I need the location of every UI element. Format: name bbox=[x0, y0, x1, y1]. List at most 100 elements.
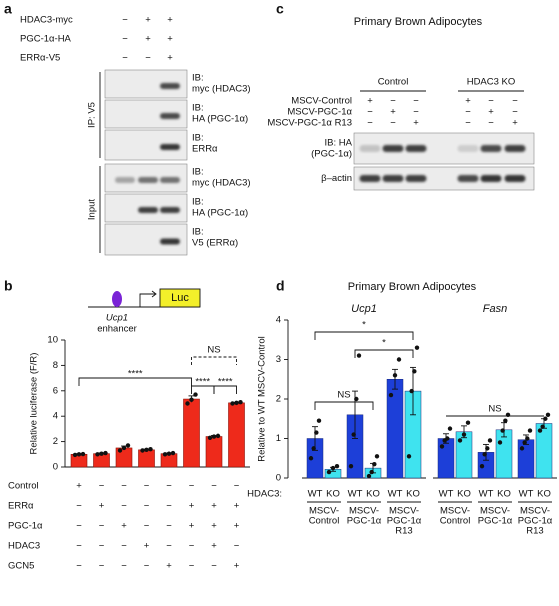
sign: − bbox=[122, 15, 128, 26]
blot-band bbox=[405, 175, 427, 182]
sign: + bbox=[413, 118, 419, 129]
series-label: WT bbox=[308, 489, 323, 500]
data-point bbox=[162, 452, 168, 457]
data-point bbox=[234, 400, 239, 406]
sign: − bbox=[76, 501, 82, 512]
sign: − bbox=[189, 481, 195, 492]
data-point bbox=[103, 450, 108, 456]
condition-label: PGC-1α-HA bbox=[20, 34, 72, 45]
bar bbox=[228, 402, 245, 468]
sign: + bbox=[512, 118, 518, 129]
condition-label: GCN5 bbox=[8, 561, 34, 572]
sign: − bbox=[465, 107, 471, 118]
sign: − bbox=[144, 561, 150, 572]
y-tick-label: 3 bbox=[276, 354, 281, 365]
sign: − bbox=[99, 521, 105, 532]
blot-band bbox=[480, 175, 502, 182]
data-point bbox=[80, 451, 86, 457]
group-label: Control bbox=[378, 77, 409, 88]
blot-label: IB: bbox=[192, 197, 204, 208]
condition-label: ERRα-V5 bbox=[20, 53, 60, 64]
data-point bbox=[409, 388, 414, 394]
sign: − bbox=[189, 541, 195, 552]
sign: + bbox=[367, 96, 373, 107]
data-point bbox=[76, 452, 82, 457]
data-point bbox=[497, 440, 503, 445]
sign: − bbox=[367, 107, 373, 118]
data-point bbox=[170, 450, 176, 456]
x-tick-label: MSCV- bbox=[440, 506, 470, 517]
x-tick-label: R13 bbox=[526, 526, 543, 537]
data-point bbox=[487, 438, 493, 443]
sign: − bbox=[99, 561, 105, 572]
enhancer-label: Ucp1 bbox=[106, 313, 128, 324]
sign: − bbox=[166, 541, 172, 552]
blot-band bbox=[160, 207, 180, 213]
panel-letter: a bbox=[4, 1, 12, 17]
sign: − bbox=[413, 107, 419, 118]
series-label: KO bbox=[366, 489, 380, 500]
condition-label: Control bbox=[8, 481, 39, 492]
data-point bbox=[185, 401, 190, 406]
x-tick-label: MSCV- bbox=[349, 506, 379, 517]
sign: − bbox=[166, 481, 172, 492]
panel-letter: d bbox=[276, 278, 285, 294]
data-point bbox=[525, 436, 530, 441]
blot-band bbox=[160, 144, 180, 150]
sign: + bbox=[211, 521, 217, 532]
sign: + bbox=[390, 107, 396, 118]
sign: − bbox=[390, 96, 396, 107]
data-point bbox=[485, 446, 490, 451]
enhancer bbox=[112, 291, 122, 307]
sign: + bbox=[488, 107, 494, 118]
series-label: WT bbox=[388, 489, 403, 500]
blot-band bbox=[138, 177, 158, 183]
blot-band bbox=[457, 145, 479, 152]
blot-label: myc (HDAC3) bbox=[192, 178, 251, 189]
sign: + bbox=[234, 521, 240, 532]
sign: − bbox=[166, 501, 172, 512]
data-point bbox=[125, 443, 131, 448]
sign: − bbox=[76, 541, 82, 552]
significance-label: NS bbox=[488, 404, 501, 415]
x-tick-label: Control bbox=[440, 516, 471, 527]
data-point bbox=[144, 447, 149, 453]
sign: − bbox=[189, 561, 195, 572]
data-point bbox=[326, 469, 332, 475]
condition-label: MSCV-PGC-1α R13 bbox=[267, 118, 352, 129]
y-tick-label: 4 bbox=[53, 411, 58, 422]
blot-label: IB: HA bbox=[325, 138, 353, 149]
enhancer-label: enhancer bbox=[97, 324, 137, 335]
sign: − bbox=[367, 118, 373, 129]
blot-band bbox=[160, 83, 180, 89]
y-tick-label: 10 bbox=[47, 335, 58, 346]
promoter-arrow bbox=[139, 290, 157, 307]
x-tick-label: Control bbox=[309, 516, 340, 527]
significance-label: NS bbox=[207, 345, 220, 356]
x-tick-label: MSCV- bbox=[309, 506, 339, 517]
condition-label: MSCV-Control bbox=[291, 96, 352, 107]
blot-band bbox=[359, 145, 381, 152]
panel-letter: b bbox=[4, 278, 13, 294]
blot-label: myc (HDAC3) bbox=[192, 84, 251, 95]
group-label: HDAC3: bbox=[247, 489, 282, 500]
data-point bbox=[414, 345, 420, 350]
x-tick-label: PGC-1α bbox=[347, 516, 382, 527]
data-point bbox=[445, 436, 450, 441]
group-label: IP: V5 bbox=[87, 102, 98, 128]
data-point bbox=[396, 357, 402, 362]
blot-label: IB: bbox=[192, 133, 204, 144]
data-point bbox=[189, 397, 194, 402]
series-label: WT bbox=[439, 489, 454, 500]
data-point bbox=[388, 392, 394, 398]
sign: + bbox=[189, 521, 195, 532]
data-point bbox=[72, 452, 78, 458]
data-point bbox=[121, 445, 127, 451]
blot bbox=[353, 166, 535, 191]
significance-bracket bbox=[314, 331, 414, 340]
sign: − bbox=[144, 521, 150, 532]
data-point bbox=[461, 432, 467, 437]
chart-title: Primary Brown Adipocytes bbox=[348, 281, 477, 293]
sign: − bbox=[121, 541, 127, 552]
